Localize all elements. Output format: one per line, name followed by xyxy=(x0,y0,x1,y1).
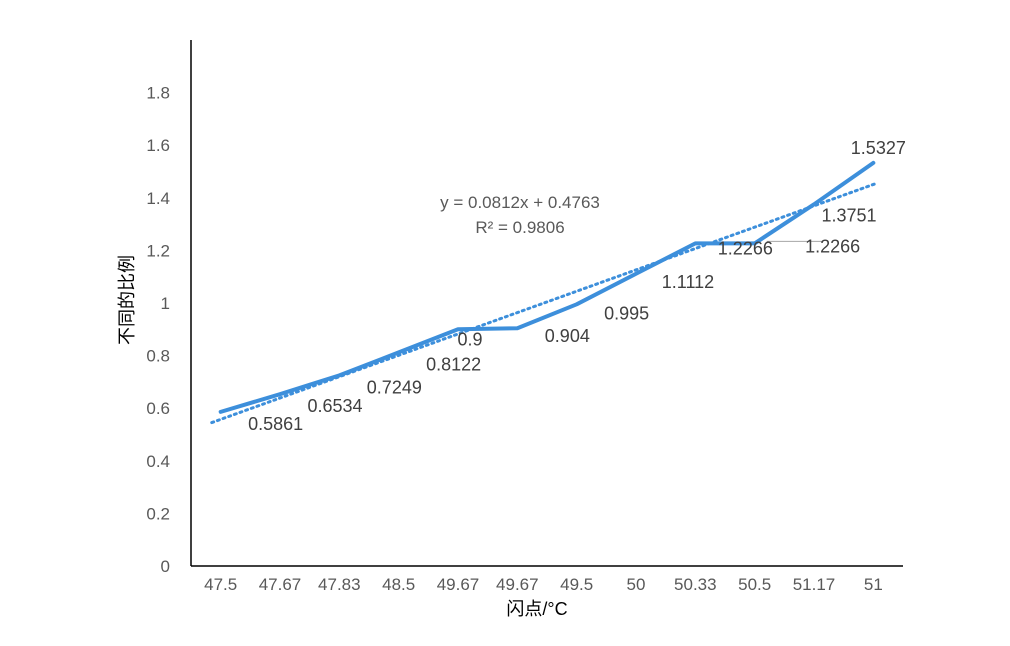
trendline-r-squared: R² = 0.9806 xyxy=(475,218,564,237)
trendline-equation: y = 0.0812x + 0.4763 xyxy=(440,193,600,212)
data-label: 1.1112 xyxy=(662,272,714,292)
y-tick-label: 0.4 xyxy=(146,452,170,471)
y-tick-label: 0.6 xyxy=(146,399,170,418)
y-tick-label: 1.4 xyxy=(146,189,170,208)
x-tick-label: 47.83 xyxy=(318,575,361,594)
y-tick-label: 1.8 xyxy=(146,84,170,103)
y-tick-label: 0 xyxy=(161,557,170,576)
x-tick-label: 50.33 xyxy=(674,575,717,594)
x-tick-label: 49.67 xyxy=(496,575,539,594)
x-tick-label: 47.5 xyxy=(204,575,237,594)
data-label: 0.9 xyxy=(457,329,482,349)
x-tick-label: 48.5 xyxy=(382,575,415,594)
x-tick-label: 50.5 xyxy=(738,575,771,594)
data-label: 1.2266 xyxy=(805,236,860,256)
data-label: 0.5861 xyxy=(248,414,303,434)
y-tick-label: 0.8 xyxy=(146,347,170,366)
x-axis-title: 闪点/°C xyxy=(506,599,567,619)
y-tick-label: 1 xyxy=(161,294,170,313)
x-tick-labels: 47.5 47.67 47.83 48.5 49.67 49.67 49.5 50 50.33 5… xyxy=(204,575,883,594)
x-tick-label: 50 xyxy=(627,575,646,594)
data-label: 1.3751 xyxy=(821,205,876,225)
x-tick-label: 51 xyxy=(864,575,883,594)
y-tick-label: 1.6 xyxy=(146,136,170,155)
data-label: 0.904 xyxy=(545,326,590,346)
y-axis-title: 不同的比例 xyxy=(117,255,137,345)
y-tick-label: 1.2 xyxy=(146,241,170,260)
y-tick-labels: 0 0.2 0.4 0.6 0.8 1 1.2 1.4 1.6 1.8 xyxy=(146,84,170,576)
data-label: 1.2266 xyxy=(718,238,773,258)
x-tick-label: 47.67 xyxy=(259,575,302,594)
data-label: 1.5327 xyxy=(851,138,906,158)
x-tick-label: 49.5 xyxy=(560,575,593,594)
data-label: 0.6534 xyxy=(307,396,362,416)
x-tick-label: 49.67 xyxy=(437,575,480,594)
y-tick-label: 0.2 xyxy=(146,504,170,523)
x-tick-label: 51.17 xyxy=(793,575,836,594)
data-label: 0.7249 xyxy=(367,377,422,397)
data-label: 0.8122 xyxy=(426,354,481,374)
data-label: 0.995 xyxy=(604,303,649,323)
